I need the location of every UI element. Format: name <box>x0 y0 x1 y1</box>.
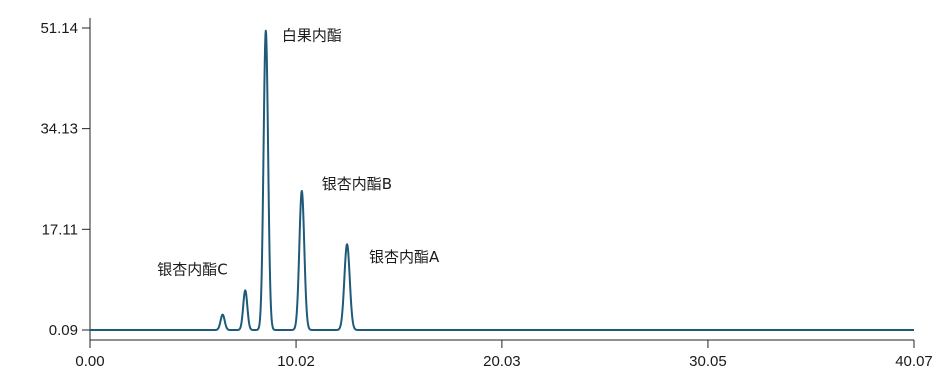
peak-label: 白果内酯 <box>282 27 342 45</box>
y-tick-label: 0.09 <box>49 322 78 339</box>
chromatogram-trace <box>89 29 915 331</box>
y-tick-label: 51.14 <box>40 20 78 37</box>
x-tick-label: 20.03 <box>483 353 521 370</box>
x-tick-label: 0.00 <box>75 353 104 370</box>
peak-label: 银杏内酯A <box>369 248 440 266</box>
x-tick-label: 30.05 <box>689 353 727 370</box>
y-tick-label: 17.11 <box>42 221 78 238</box>
peak-label: 银杏内酯B <box>322 175 392 193</box>
x-tick-label: 10.02 <box>277 353 315 370</box>
y-axis-ticks: 0.09 17.11 34.13 51.14 <box>40 20 90 339</box>
y-tick-label: 34.13 <box>40 121 78 138</box>
peak-label: 银杏内酯C <box>157 260 227 278</box>
x-axis-ticks: 0.00 10.02 20.03 30.05 40.07 <box>75 340 933 370</box>
axes <box>89 18 914 341</box>
x-tick-label: 40.07 <box>895 353 933 370</box>
